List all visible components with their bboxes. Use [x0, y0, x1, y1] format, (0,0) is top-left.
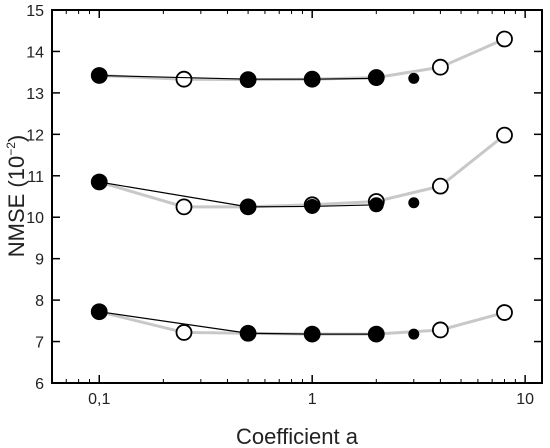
plot-frame: [51, 9, 543, 384]
series-filled-2: [91, 304, 420, 342]
y-axis-title-text: NMSE (10: [4, 156, 29, 257]
y-tick-label: 15: [26, 3, 44, 20]
filled-point-small: [408, 72, 420, 84]
y-axis-title-exponent: −2: [4, 142, 18, 156]
y-axis-title-close: ): [4, 135, 29, 142]
open-point: [175, 70, 193, 88]
filled-point-small: [408, 328, 420, 340]
x-axis-title: Coefficient a: [236, 424, 359, 448]
y-tick-label: 7: [35, 335, 44, 352]
series-open-2: [90, 303, 513, 343]
x-tick-label: 10: [516, 391, 534, 408]
series-filled-1: [91, 174, 420, 215]
y-tick-label: 14: [26, 44, 44, 61]
filled-point: [240, 199, 256, 215]
y-tick-label: 11: [27, 169, 44, 186]
filled-point: [91, 67, 107, 83]
x-tick-label: 1: [308, 391, 317, 408]
series-layer: [90, 30, 513, 343]
filled-point: [304, 326, 320, 342]
filled-point: [91, 174, 107, 190]
series-line: [99, 311, 377, 335]
filled-point: [368, 70, 384, 86]
open-point: [496, 304, 513, 321]
filled-point: [240, 71, 256, 87]
open-point: [175, 324, 193, 341]
filled-point: [304, 198, 320, 214]
filled-point: [91, 304, 107, 320]
series-line: [99, 181, 377, 208]
y-tick-label: 6: [35, 376, 44, 393]
y-tick-label: 13: [26, 86, 44, 103]
open-point: [496, 126, 513, 144]
open-point: [431, 58, 449, 76]
series-filled-0: [91, 67, 420, 87]
y-tick-label: 9: [35, 252, 44, 269]
y-tick-label: 10: [26, 210, 44, 227]
filled-point: [368, 197, 384, 213]
open-point: [496, 30, 513, 48]
y-axis-title: NMSE (10−2): [4, 135, 29, 258]
open-point: [175, 198, 193, 216]
filled-point-small: [408, 197, 420, 209]
open-point: [431, 321, 449, 339]
open-point: [431, 177, 449, 195]
series-open-1: [90, 126, 513, 216]
y-tick-label: 12: [26, 127, 44, 144]
tick-layer: 0,1 1 10 6 7 8 9 10 11 12 13 14 15: [26, 3, 542, 408]
x-tick-label: 0,1: [88, 391, 110, 408]
filled-point: [240, 325, 256, 341]
series-line: [99, 74, 377, 80]
filled-point: [368, 326, 384, 342]
filled-point: [304, 71, 320, 87]
series-line: [98, 133, 506, 209]
y-tick-label: 8: [35, 293, 44, 310]
